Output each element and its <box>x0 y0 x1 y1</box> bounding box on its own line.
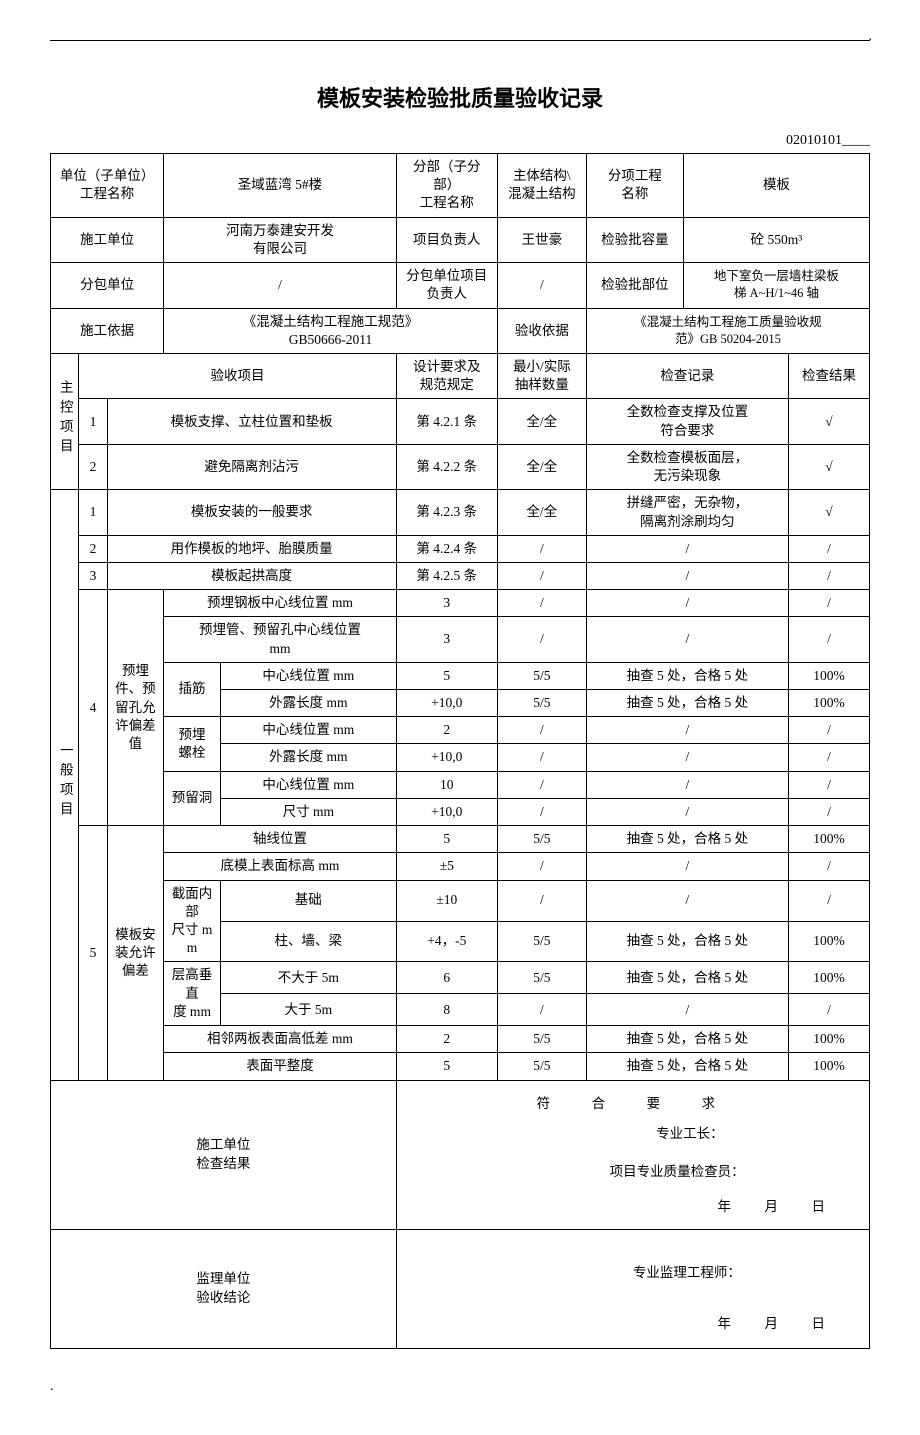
table-row: 预留洞 中心线位置 mm 10 / / / <box>51 771 870 798</box>
page-title: 模板安装检验批质量验收记录 <box>50 81 870 113</box>
main-ctrl-label: 主控项目 <box>51 353 79 489</box>
hdr-batch-loc-label: 检验批部位 <box>586 263 683 308</box>
hdr-pm-label: 项目负责人 <box>396 217 497 262</box>
hdr-subcon-pm-label: 分包单位项目负责人 <box>396 263 497 308</box>
g5-group: 模板安装允许偏差 <box>107 826 164 1080</box>
table-row: 层高垂直度 mm 不大于 5m 6 5/5 抽查 5 处，合格 5 处 100% <box>51 962 870 994</box>
contractor-sig-block: 符 合 要 求 专业工长： 项目专业质量检查员： 年 月 日 <box>396 1080 869 1229</box>
col-item: 验收项目 <box>79 353 396 398</box>
doc-code: 02010101____ <box>50 133 870 149</box>
table-row: 表面平整度 5 5/5 抽查 5 处，合格 5 处 100% <box>51 1053 870 1080</box>
hdr-pm-value: 王世豪 <box>497 217 586 262</box>
table-row: 3 模板起拱高度 第 4.2.5 条 / / / <box>51 562 870 589</box>
supervisor-label: 监理单位验收结论 <box>51 1229 397 1348</box>
hdr-basis-value: 《混凝土结构工程施工规范》GB50666-2011 <box>164 308 498 353</box>
hdr-subcon-label: 分包单位 <box>51 263 164 308</box>
table-row: 一般项目 1 模板安装的一般要求 第 4.2.3 条 全/全 拼缝严密，无杂物，… <box>51 490 870 535</box>
table-row: 预埋螺栓 中心线位置 mm 2 / / / <box>51 717 870 744</box>
table-row: 5 模板安装允许偏差 轴线位置 5 5/5 抽查 5 处，合格 5 处 100% <box>51 826 870 853</box>
hdr-subcon-pm-value: / <box>497 263 586 308</box>
hdr-batch-loc-value: 地下室负一层墙柱梁板梯 A~H/1~46 轴 <box>683 263 869 308</box>
hdr-subitem-label: 分项工程名称 <box>586 154 683 218</box>
hdr-capacity-value: 砼 550m³ <box>683 217 869 262</box>
footer-dot: . <box>50 1379 870 1395</box>
table-row: 4 预埋件、预留孔允许偏差值 预埋钢板中心线位置 mm 3 / / / <box>51 590 870 617</box>
hdr-accept-basis-label: 验收依据 <box>497 308 586 353</box>
inspection-table: 单位（子单位）工程名称 圣域蓝湾 5#楼 分部（子分部）工程名称 主体结构\混凝… <box>50 153 870 1349</box>
hdr-contractor-label: 施工单位 <box>51 217 164 262</box>
supervisor-sig-block: 专业监理工程师： 年 月 日 <box>396 1229 869 1348</box>
contractor-check-label: 施工单位检查结果 <box>51 1080 397 1229</box>
hdr-subpart-label: 分部（子分部）工程名称 <box>396 154 497 218</box>
hdr-accept-basis-value: 《混凝土结构工程施工质量验收规范》GB 50204-2015 <box>586 308 869 353</box>
table-row: 截面内部尺寸 mm 基础 ±10 / / / <box>51 880 870 921</box>
table-row: 1 模板支撑、立柱位置和垫板 第 4.2.1 条 全/全 全数检查支撑及位置符合… <box>51 399 870 444</box>
g4-group: 预埋件、预留孔允许偏差值 <box>107 590 164 826</box>
col-record: 检查记录 <box>586 353 788 398</box>
hdr-contractor-value: 河南万泰建安开发有限公司 <box>164 217 397 262</box>
hdr-subcon-value: / <box>164 263 397 308</box>
col-design: 设计要求及规范规定 <box>396 353 497 398</box>
col-result: 检查结果 <box>789 353 870 398</box>
hdr-unit-value: 圣域蓝湾 5#楼 <box>164 154 397 218</box>
table-row: 相邻两板表面高低差 mm 2 5/5 抽查 5 处，合格 5 处 100% <box>51 1026 870 1053</box>
hdr-capacity-label: 检验批容量 <box>586 217 683 262</box>
table-row: 预埋管、预留孔中心线位置mm 3 / / / <box>51 617 870 662</box>
hdr-basis-label: 施工依据 <box>51 308 164 353</box>
hdr-subpart-value: 主体结构\混凝土结构 <box>497 154 586 218</box>
top-rule <box>50 40 870 41</box>
table-row: 2 避免隔离剂沾污 第 4.2.2 条 全/全 全数检查模板面层，无污染现象 √ <box>51 444 870 489</box>
table-row: 底模上表面标高 mm ±5 / / / <box>51 853 870 880</box>
col-sample: 最小/实际抽样数量 <box>497 353 586 398</box>
table-row: 2 用作模板的地坪、胎膜质量 第 4.2.4 条 / / / <box>51 535 870 562</box>
general-label: 一般项目 <box>51 490 79 1080</box>
table-row: 插筋 中心线位置 mm 5 5/5 抽查 5 处，合格 5 处 100% <box>51 662 870 689</box>
hdr-unit-label: 单位（子单位）工程名称 <box>51 154 164 218</box>
hdr-subitem-value: 模板 <box>683 154 869 218</box>
